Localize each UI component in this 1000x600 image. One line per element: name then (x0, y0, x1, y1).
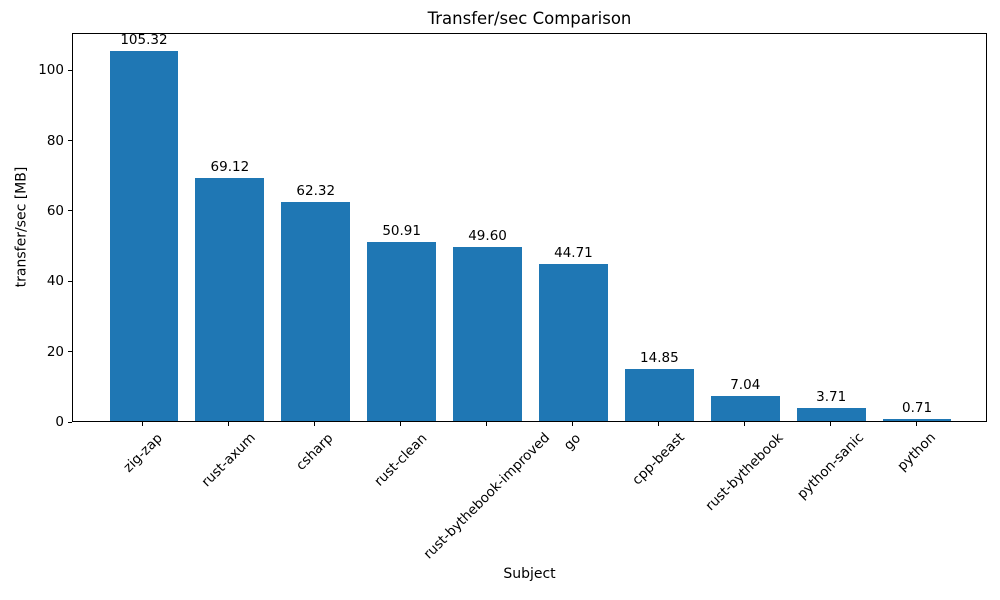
y-tick (68, 421, 72, 423)
y-tick-label: 60 (46, 202, 64, 219)
bar (539, 263, 608, 421)
bar (367, 241, 436, 421)
x-tick (486, 422, 488, 426)
bar-value-label: 3.71 (816, 388, 847, 405)
x-tick (400, 422, 402, 426)
y-tick (68, 69, 72, 71)
x-tick (314, 422, 316, 426)
bar (796, 407, 866, 421)
bar-value-label: 69.12 (210, 158, 250, 175)
bar (281, 201, 351, 421)
plot-area: 105.32 69.12 62.32 50.91 49.60 44.71 14.85 7.04… (72, 31, 987, 422)
bar-value-label: 62.32 (296, 182, 336, 199)
bar (710, 396, 780, 421)
y-tick (68, 351, 72, 353)
x-tick-label: csharp (293, 429, 337, 474)
x-tick (571, 422, 573, 426)
x-tick-label: rust-bythebook (702, 430, 787, 515)
y-tick (68, 140, 72, 142)
bar-value-label: 14.85 (640, 349, 679, 366)
y-tick-label: 20 (46, 343, 64, 360)
x-tick (743, 422, 745, 426)
x-tick-label: cpp-beast (628, 430, 688, 489)
bar-value-label: 49.60 (468, 227, 507, 244)
bar (195, 177, 265, 421)
x-tick-label: go (560, 430, 584, 454)
x-tick-label: zig-zap (120, 429, 166, 476)
y-axis-label: transfer/sec [MB] (13, 166, 30, 288)
x-tick (657, 422, 659, 426)
bar (624, 368, 694, 421)
y-tick-label: 80 (46, 132, 64, 149)
bar-value-label: 44.71 (554, 244, 593, 261)
bar-value-label: 0.71 (902, 399, 933, 416)
y-tick-label: 100 (38, 62, 64, 79)
x-axis-label: Subject (503, 566, 556, 582)
bar-value-label: 105.32 (120, 31, 168, 48)
x-tick (228, 422, 230, 426)
y-tick (68, 280, 72, 282)
y-tick-label: 0 (55, 414, 64, 430)
x-tick (142, 422, 144, 426)
y-tick (68, 210, 72, 212)
bar-value-label: 7.04 (730, 377, 761, 394)
x-tick-label: rust-bythebook-improved (420, 430, 553, 563)
bar-value-label: 50.91 (382, 222, 421, 239)
x-tick-label: rust-clean (370, 430, 431, 490)
x-tick (915, 422, 917, 426)
x-tick-label: python (893, 429, 939, 475)
x-tick-label: rust-axum (198, 429, 260, 491)
bar (453, 246, 522, 421)
x-tick (829, 422, 831, 426)
bar (109, 50, 179, 421)
y-tick-label: 40 (46, 273, 64, 290)
chart-title: Transfer/sec Comparison (427, 9, 632, 28)
x-tick-label: python-sanic (793, 429, 867, 503)
bar (882, 418, 952, 421)
